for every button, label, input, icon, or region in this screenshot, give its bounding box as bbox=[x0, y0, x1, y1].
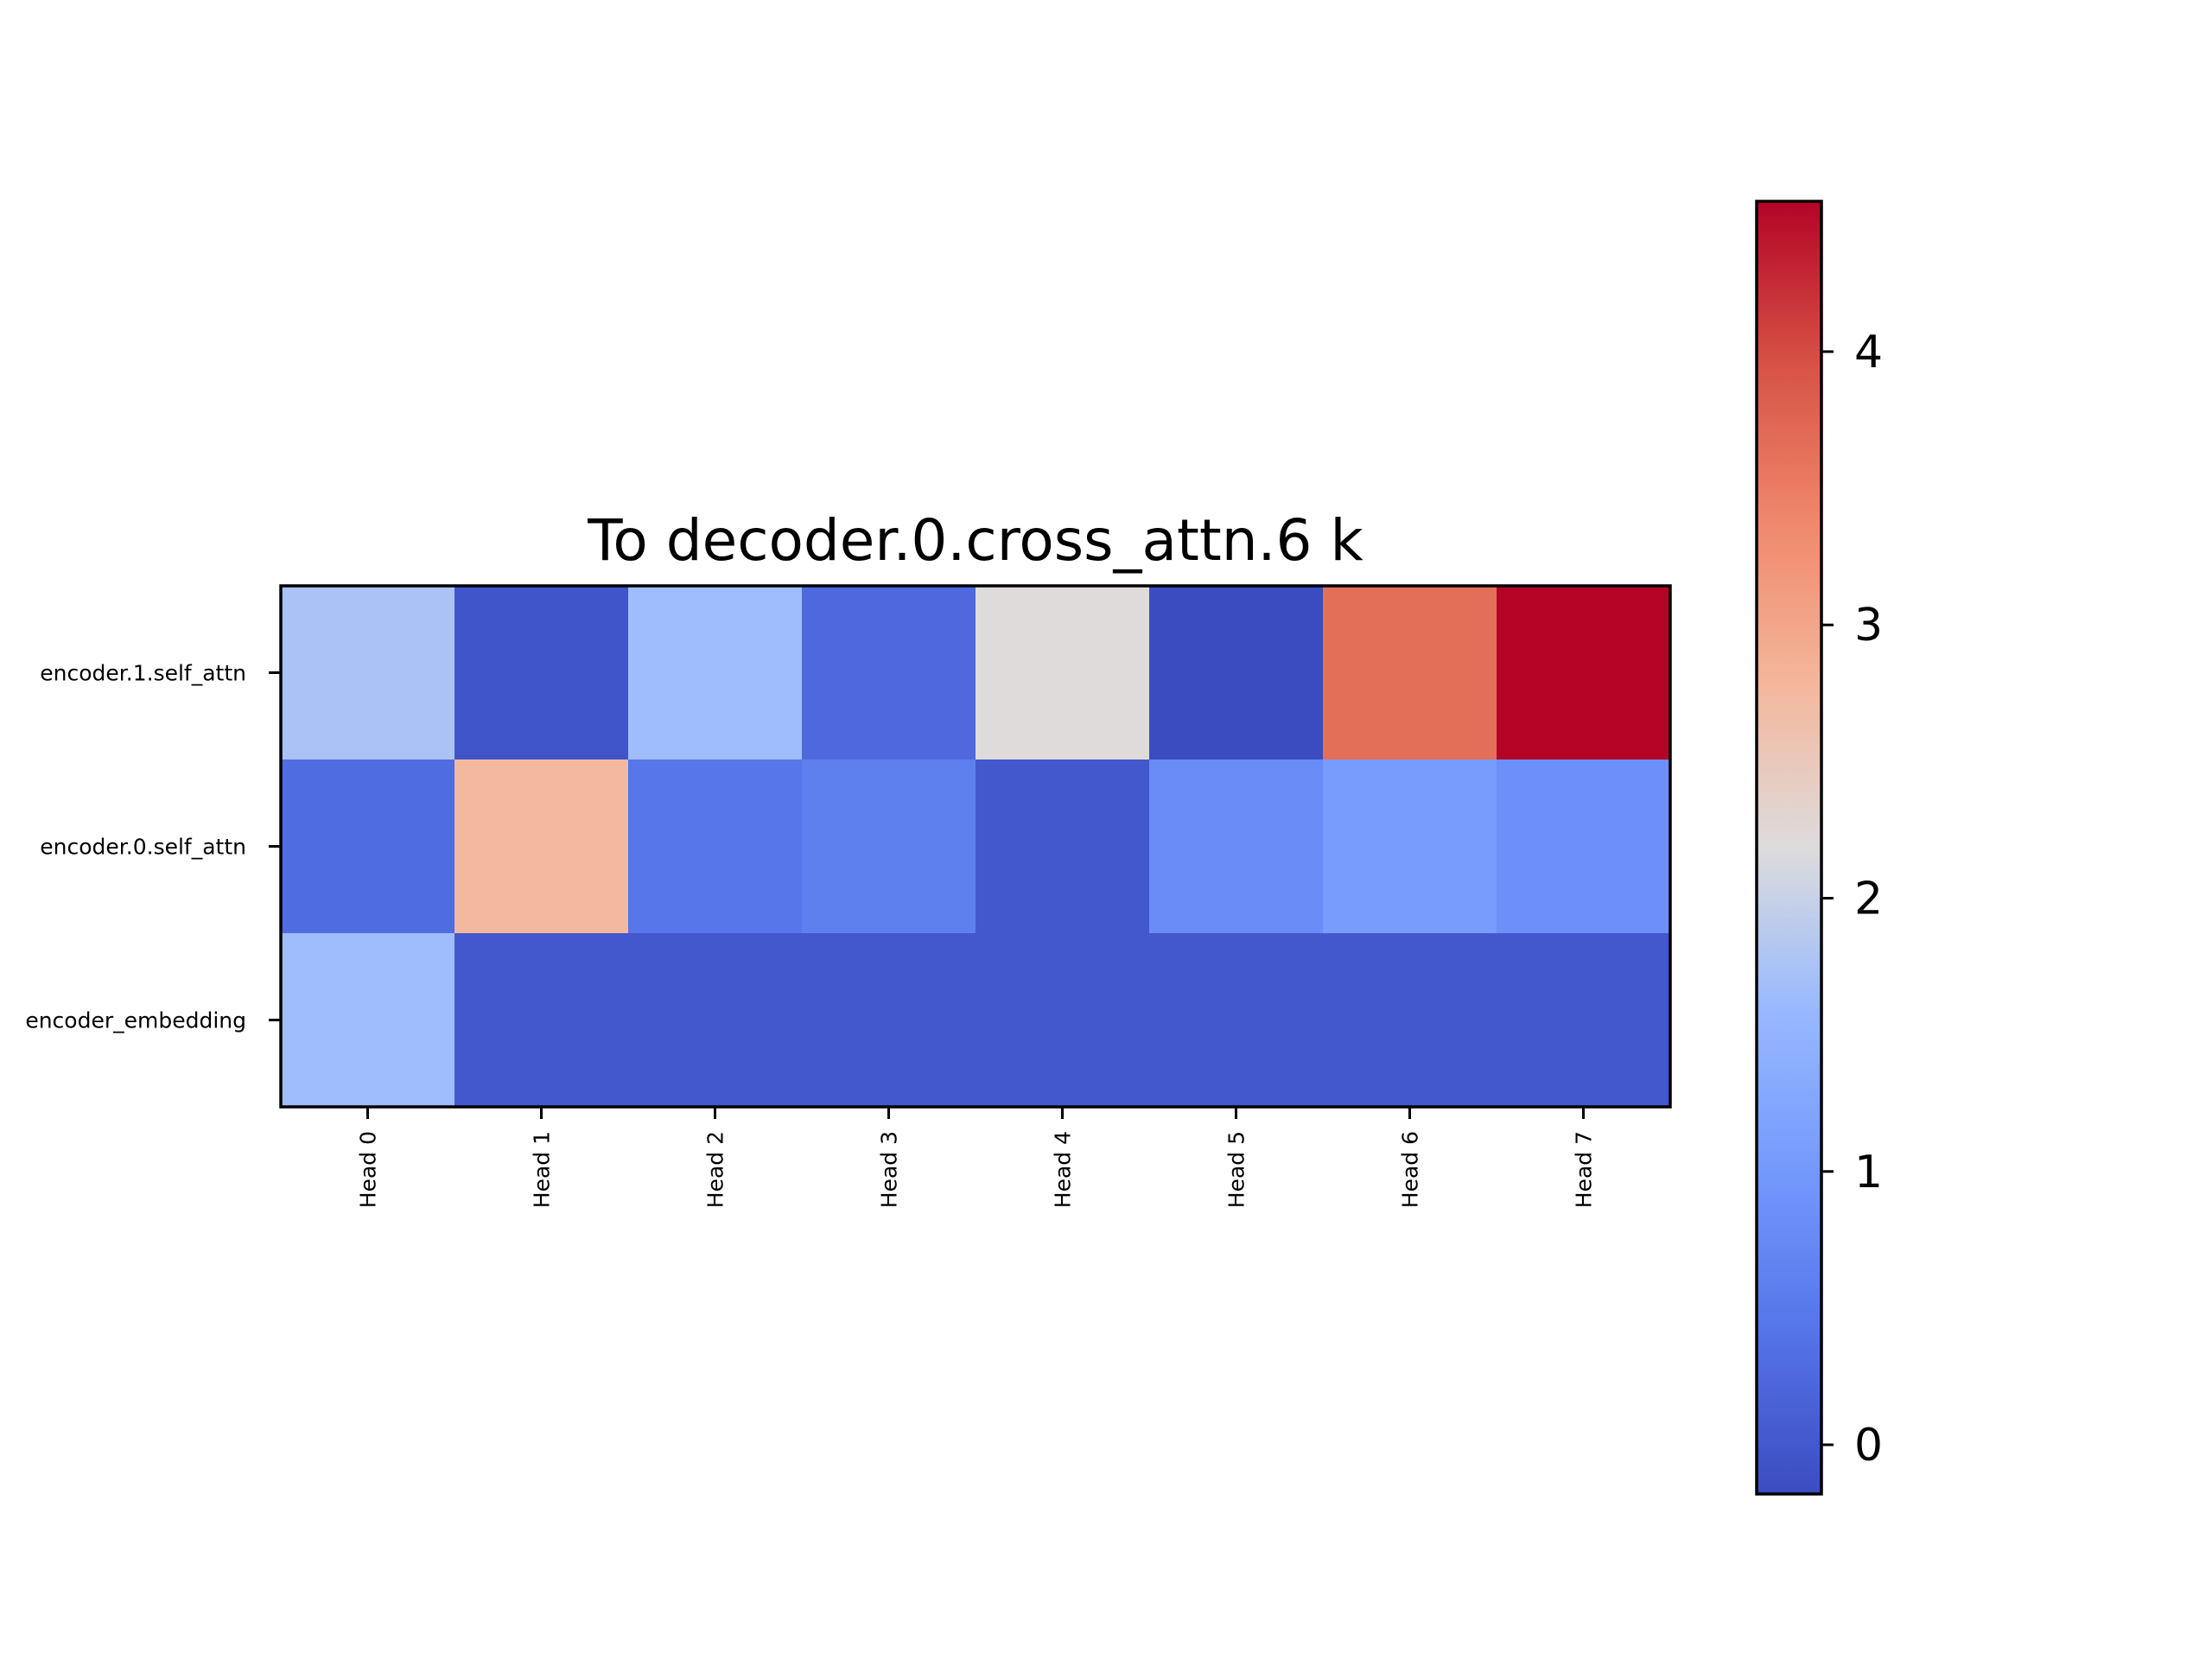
x-tick-label: Head 3 bbox=[877, 1131, 902, 1208]
colorbar-tick-label: 4 bbox=[1854, 327, 1883, 378]
heatmap-cell bbox=[281, 760, 455, 934]
colorbar-tick-label: 1 bbox=[1854, 1147, 1883, 1198]
x-tick-label: Head 4 bbox=[1051, 1131, 1076, 1208]
heatmap-cell bbox=[1149, 586, 1324, 760]
colorbar-gradient bbox=[1755, 200, 1823, 1496]
heatmap-cell bbox=[976, 760, 1150, 934]
heatmap-cell bbox=[628, 760, 803, 934]
heatmap-cell bbox=[1323, 586, 1497, 760]
colorbar-tick-label: 2 bbox=[1854, 874, 1883, 925]
heatmap-cells bbox=[281, 586, 1671, 1108]
heatmap-cell bbox=[1323, 760, 1497, 934]
x-tick-label: Head 7 bbox=[1572, 1131, 1597, 1208]
heatmap-cell bbox=[281, 586, 455, 760]
y-tick-label: encoder.1.self_attn bbox=[40, 661, 246, 686]
heatmap-cell bbox=[976, 586, 1150, 760]
x-axis: Head 0 Head 1 Head 2 Head 3 Head 4 Head 5 Head… bbox=[356, 1107, 1597, 1208]
heatmap-cell bbox=[628, 933, 803, 1108]
heatmap-cell bbox=[802, 760, 976, 934]
heatmap-cell bbox=[1149, 933, 1324, 1108]
y-tick-label: encoder_embedding bbox=[25, 1008, 246, 1033]
y-tick-label: encoder.0.self_attn bbox=[40, 835, 246, 860]
colorbar: 0 1 2 3 4 bbox=[1755, 200, 1883, 1496]
heatmap-cell bbox=[1149, 760, 1324, 934]
colorbar-tick-label: 3 bbox=[1854, 600, 1883, 652]
heatmap-cell bbox=[1497, 760, 1671, 934]
colorbar-tick-label: 0 bbox=[1854, 1420, 1883, 1471]
heatmap-cell bbox=[802, 933, 976, 1108]
y-axis: encoder.1.self_attn encoder.0.self_attnen… bbox=[25, 661, 281, 1033]
heatmap-cell bbox=[454, 760, 629, 934]
x-tick-label: Head 5 bbox=[1224, 1131, 1249, 1208]
heatmap-cell bbox=[454, 586, 629, 760]
heatmap-cell bbox=[628, 586, 803, 760]
chart-title: To decoder.0.cross_attn.6 k bbox=[587, 507, 1363, 574]
heatmap-cell bbox=[281, 933, 455, 1108]
x-tick-label: Head 1 bbox=[530, 1131, 555, 1208]
x-tick-label: Head 6 bbox=[1398, 1131, 1423, 1208]
heatmap-cell bbox=[802, 586, 976, 760]
heatmap-cell bbox=[1323, 933, 1497, 1108]
heatmap-cell bbox=[976, 933, 1150, 1108]
heatmap-cell bbox=[454, 933, 629, 1108]
heatmap-cell bbox=[1497, 586, 1671, 760]
x-tick-label: Head 0 bbox=[356, 1131, 381, 1208]
heatmap-cell bbox=[1497, 933, 1671, 1108]
x-tick-label: Head 2 bbox=[703, 1131, 728, 1208]
